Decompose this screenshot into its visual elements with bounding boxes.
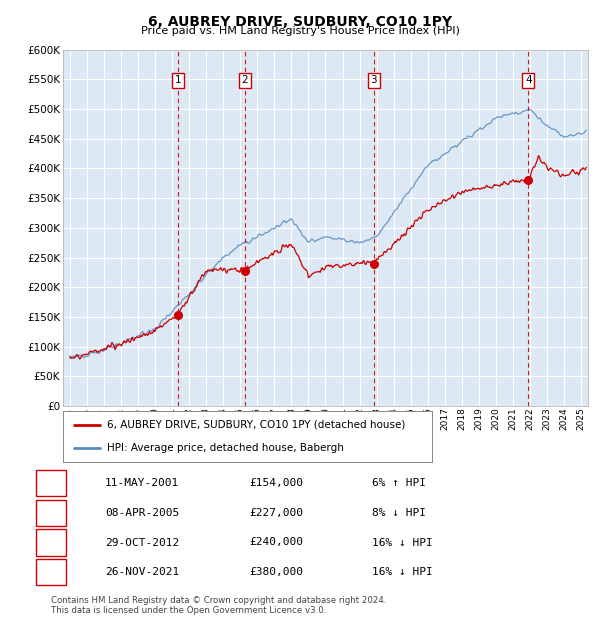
Text: 4: 4 [525, 76, 532, 86]
Text: 8% ↓ HPI: 8% ↓ HPI [372, 508, 426, 518]
Text: 2: 2 [242, 76, 248, 86]
Text: £380,000: £380,000 [249, 567, 303, 577]
Text: 08-APR-2005: 08-APR-2005 [105, 508, 179, 518]
Text: Price paid vs. HM Land Registry's House Price Index (HPI): Price paid vs. HM Land Registry's House … [140, 26, 460, 36]
Text: 29-OCT-2012: 29-OCT-2012 [105, 538, 179, 547]
Text: 11-MAY-2001: 11-MAY-2001 [105, 478, 179, 488]
Text: Contains HM Land Registry data © Crown copyright and database right 2024.
This d: Contains HM Land Registry data © Crown c… [51, 596, 386, 615]
Text: 6, AUBREY DRIVE, SUDBURY, CO10 1PY (detached house): 6, AUBREY DRIVE, SUDBURY, CO10 1PY (deta… [107, 420, 406, 430]
Text: 2: 2 [47, 508, 55, 518]
Text: 1: 1 [175, 76, 182, 86]
Text: HPI: Average price, detached house, Babergh: HPI: Average price, detached house, Babe… [107, 443, 344, 453]
Text: £227,000: £227,000 [249, 508, 303, 518]
Text: 3: 3 [47, 538, 55, 547]
Text: 16% ↓ HPI: 16% ↓ HPI [372, 567, 433, 577]
Text: 3: 3 [370, 76, 377, 86]
Text: 16% ↓ HPI: 16% ↓ HPI [372, 538, 433, 547]
Text: 4: 4 [47, 567, 55, 577]
Text: £154,000: £154,000 [249, 478, 303, 488]
Text: 26-NOV-2021: 26-NOV-2021 [105, 567, 179, 577]
Text: 6, AUBREY DRIVE, SUDBURY, CO10 1PY: 6, AUBREY DRIVE, SUDBURY, CO10 1PY [148, 15, 452, 29]
Text: 6% ↑ HPI: 6% ↑ HPI [372, 478, 426, 488]
Text: 1: 1 [47, 478, 55, 488]
Text: £240,000: £240,000 [249, 538, 303, 547]
